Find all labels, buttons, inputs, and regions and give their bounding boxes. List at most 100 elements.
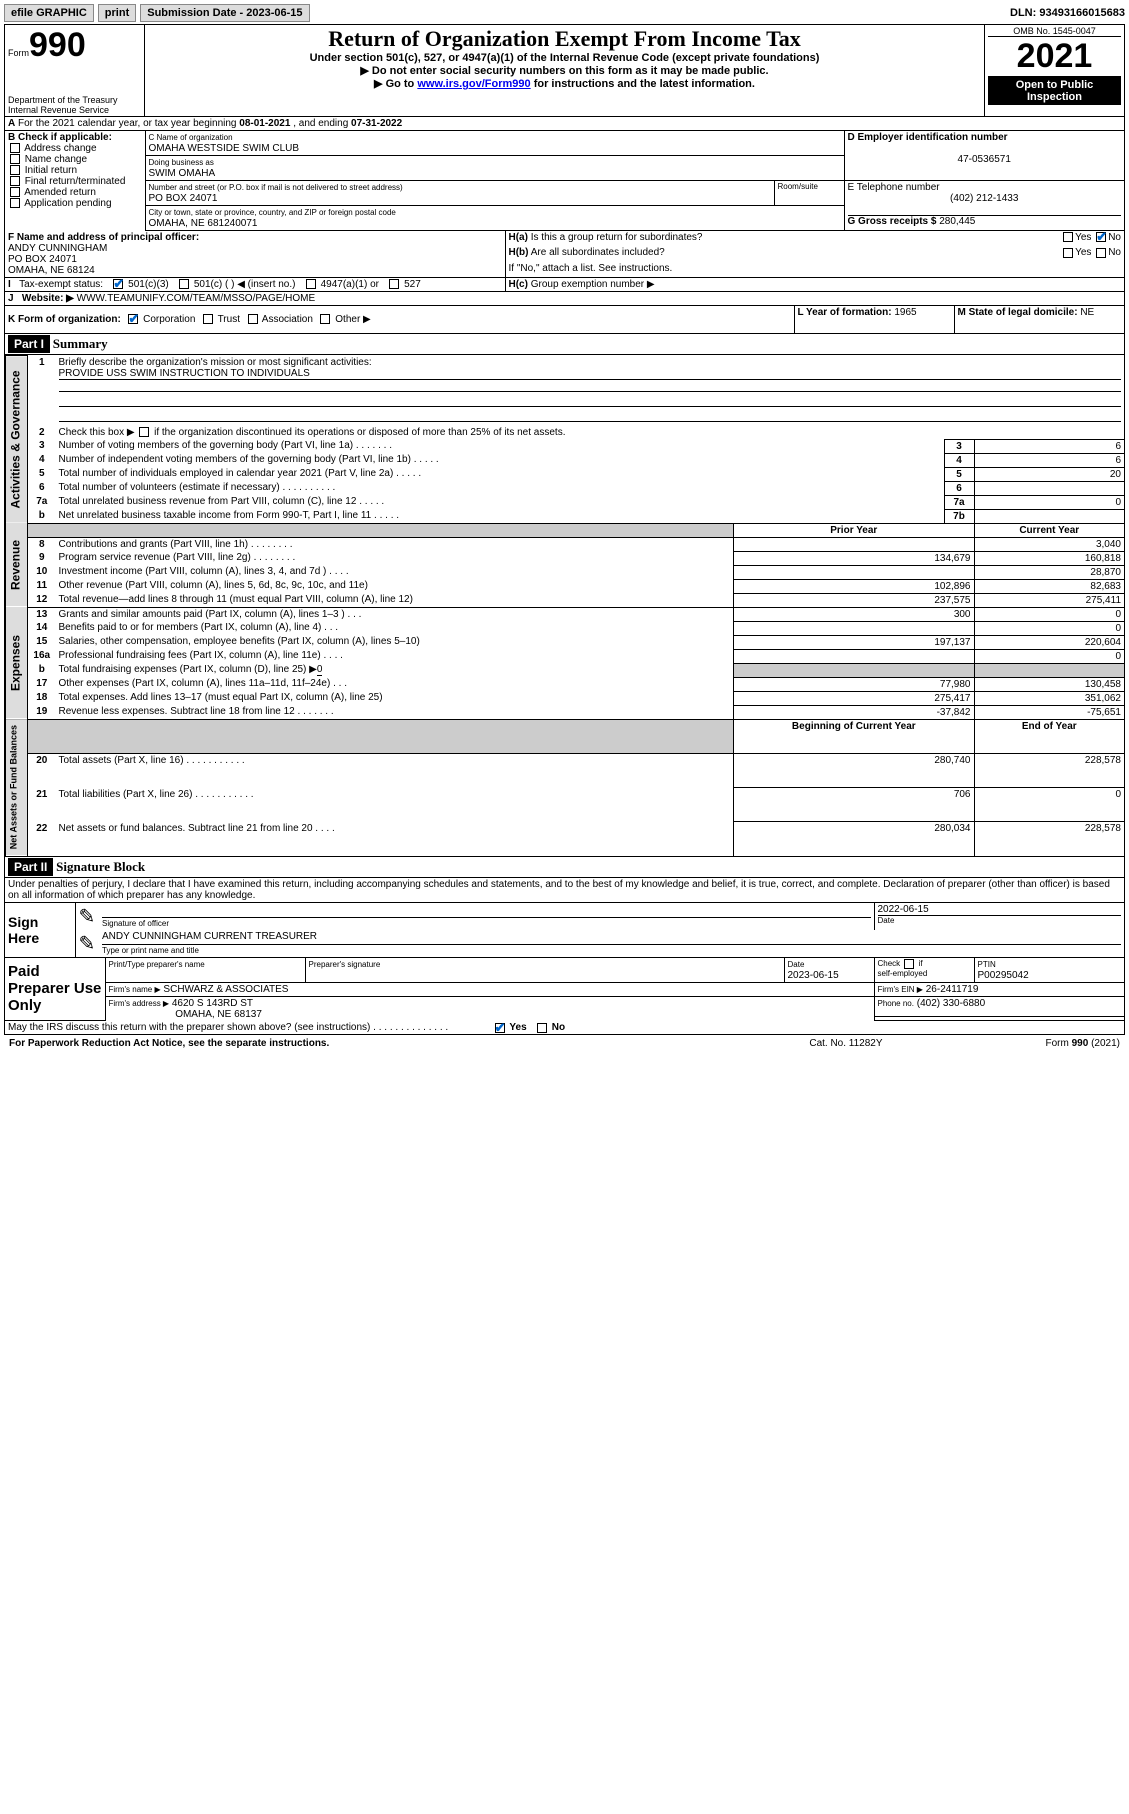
- chk-initial[interactable]: [10, 165, 20, 175]
- addr-lbl: Number and street (or P.O. box if mail i…: [149, 183, 403, 192]
- mission-blank3: [59, 410, 1122, 422]
- submission-date: Submission Date - 2023-06-15: [140, 4, 309, 22]
- l21: Total liabilities (Part X, line 26): [59, 789, 193, 800]
- form-label: Form: [8, 48, 29, 58]
- date-lbl: Date: [878, 915, 1122, 925]
- ha: Is this a group return for subordinates?: [531, 232, 703, 243]
- l4: Number of independent voting members of …: [59, 454, 411, 465]
- sign-here: Sign Here: [5, 903, 75, 958]
- l6: Total number of volunteers (estimate if …: [59, 482, 280, 493]
- hb2: If "No," attach a list. See instructions…: [505, 262, 1124, 278]
- eoy: End of Year: [1022, 721, 1077, 732]
- sub3-pre: ▶ Go to: [374, 78, 417, 90]
- officer-sig: ANDY CUNNINGHAM CURRENT TREASURER: [102, 931, 317, 942]
- c19: -75,651: [974, 705, 1124, 719]
- cat-no: Cat. No. 11282Y: [755, 1037, 936, 1050]
- city-lbl: City or town, state or province, country…: [149, 208, 396, 217]
- b-name: Name change: [25, 154, 87, 165]
- efile-button[interactable]: efile GRAPHIC: [4, 4, 94, 22]
- k-corp[interactable]: [128, 314, 138, 324]
- org-name: OMAHA WESTSIDE SWIM CLUB: [149, 143, 300, 154]
- ha-yes-lbl: Yes: [1075, 232, 1091, 243]
- chk-app[interactable]: [10, 198, 20, 208]
- print-button[interactable]: print: [98, 4, 136, 22]
- hb-yes[interactable]: [1063, 248, 1073, 258]
- l-val: 1965: [894, 307, 916, 318]
- irs-link[interactable]: www.irs.gov/Form990: [417, 78, 530, 90]
- k2: Association: [262, 314, 313, 325]
- chk-address[interactable]: [10, 143, 20, 153]
- hb-no[interactable]: [1096, 248, 1106, 258]
- current-hdr: Current Year: [1019, 525, 1079, 536]
- v4: 6: [974, 453, 1124, 467]
- may-yes-lbl: Yes: [509, 1022, 526, 1033]
- l13: Grants and similar amounts paid (Part IX…: [59, 609, 345, 620]
- pt-date-lbl: Date: [788, 960, 805, 969]
- chk-final[interactable]: [10, 176, 20, 186]
- k3: Other ▶: [335, 314, 370, 325]
- v3: 6: [974, 439, 1124, 453]
- chk-amended[interactable]: [10, 187, 20, 197]
- sub2: ▶ Do not enter social security numbers o…: [148, 64, 981, 77]
- p20: 280,740: [734, 753, 974, 787]
- i-o2: 4947(a)(1) or: [321, 279, 379, 290]
- l12: Total revenue—add lines 8 through 11 (mu…: [59, 594, 413, 605]
- pt-sig-lbl: Preparer's signature: [309, 960, 381, 969]
- c8: 3,040: [974, 537, 1124, 551]
- boy: Beginning of Current Year: [792, 721, 916, 732]
- sig-line: [102, 904, 871, 918]
- l11: Other revenue (Part VIII, column (A), li…: [59, 580, 368, 591]
- c11: 82,683: [974, 579, 1124, 593]
- chk-self-emp[interactable]: [904, 959, 914, 969]
- k-trust[interactable]: [203, 314, 213, 324]
- i-501c[interactable]: [179, 279, 189, 289]
- ha-yes[interactable]: [1063, 232, 1073, 242]
- ha-no[interactable]: [1096, 232, 1106, 242]
- hb: Are all subordinates included?: [531, 247, 665, 258]
- addr: PO BOX 24071: [149, 193, 218, 204]
- firm-addr1: 4620 S 143RD ST: [172, 998, 253, 1009]
- m-lbl: M State of legal domicile:: [958, 307, 1078, 318]
- i-lbl: Tax-exempt status:: [19, 279, 103, 290]
- i-4947[interactable]: [306, 279, 316, 289]
- l18: Total expenses. Add lines 13–17 (must eq…: [59, 692, 383, 703]
- chk-discontinued[interactable]: [139, 427, 149, 437]
- paid-preparer-lbl: Paid Preparer Use Only: [5, 958, 105, 1021]
- tab-na: Net Assets or Fund Balances: [6, 719, 28, 856]
- p19: -37,842: [734, 705, 974, 719]
- i-501c3[interactable]: [113, 279, 123, 289]
- prep-phone-lbl: Phone no.: [878, 999, 914, 1008]
- tab-rev: Revenue: [6, 523, 28, 607]
- k0: Corporation: [143, 314, 195, 325]
- officer-name: ANDY CUNNINGHAM: [8, 243, 107, 254]
- website: WWW.TEAMUNIFY.COM/TEAM/MSSO/PAGE/HOME: [77, 293, 316, 304]
- sub1: Under section 501(c), 527, or 4947(a)(1)…: [148, 52, 981, 64]
- l22: Net assets or fund balances. Subtract li…: [59, 823, 313, 834]
- k-other[interactable]: [320, 314, 330, 324]
- c16b-shade: [974, 663, 1124, 677]
- m-val: NE: [1080, 307, 1094, 318]
- ptin-lbl: PTIN: [978, 960, 996, 969]
- firm-name-lbl: Firm's name ▶: [109, 985, 161, 994]
- hb-yes-lbl: Yes: [1075, 247, 1091, 258]
- sig-date: 2022-06-15: [878, 904, 1122, 915]
- i-527[interactable]: [389, 279, 399, 289]
- part1-title: Summary: [53, 336, 108, 351]
- b-init: Initial return: [25, 165, 77, 176]
- c17: 130,458: [974, 677, 1124, 691]
- dln: DLN: 93493166015683: [1010, 7, 1125, 19]
- form-footer: Form 990 (2021): [1046, 1038, 1120, 1049]
- c21: 0: [974, 788, 1124, 822]
- chk-name[interactable]: [10, 154, 20, 164]
- may-yes[interactable]: [495, 1023, 505, 1033]
- c12: 275,411: [974, 593, 1124, 607]
- p11: 102,896: [734, 579, 974, 593]
- declaration: Under penalties of perjury, I declare th…: [5, 877, 1125, 902]
- may-no[interactable]: [537, 1023, 547, 1033]
- officer-addr2: OMAHA, NE 68124: [8, 265, 95, 276]
- chk-self: Check ifself-employed: [874, 958, 974, 983]
- i-o0: 501(c)(3): [128, 279, 169, 290]
- l17: Other expenses (Part IX, column (A), lin…: [59, 678, 331, 689]
- k-assoc[interactable]: [248, 314, 258, 324]
- form-number: 990: [29, 26, 86, 64]
